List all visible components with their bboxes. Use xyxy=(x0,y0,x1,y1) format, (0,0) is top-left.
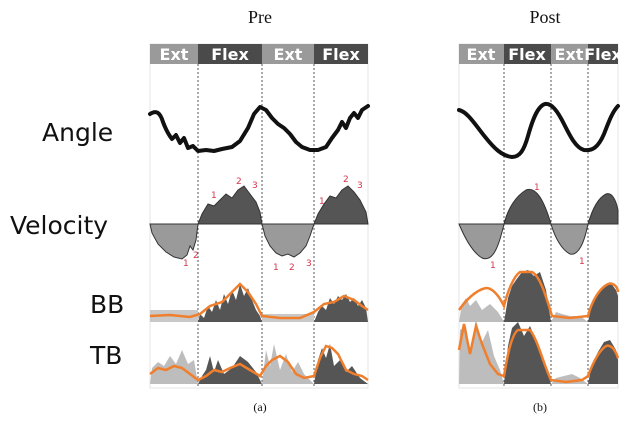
phase-label-pre-flex-2: Flex xyxy=(322,45,360,64)
row-label-angle: Angle xyxy=(42,118,113,147)
peak-label: 2 xyxy=(343,175,349,185)
peak-label: 2 xyxy=(193,251,199,261)
angle-trace-post xyxy=(457,101,620,159)
peak-label: 2 xyxy=(236,177,242,187)
row-label-tb: TB xyxy=(89,341,122,370)
phase-header-post-flex-2 xyxy=(588,44,618,64)
phase-label-post-flex-2: Flex xyxy=(584,45,622,64)
peak-label: 1 xyxy=(579,257,585,267)
peak-label: 1 xyxy=(490,261,496,271)
peak-label: 1 xyxy=(534,183,540,193)
peak-label: 3 xyxy=(357,181,363,191)
angle-trace-pre xyxy=(148,104,370,153)
row-label-velocity: Velocity xyxy=(10,211,108,240)
velocity-flex-fill-pre-2 xyxy=(313,185,369,225)
bb-emg-post xyxy=(457,270,620,322)
tb-emg-pre xyxy=(149,344,369,384)
velocity-ext-fill-pre-1 xyxy=(149,223,199,260)
peak-label: 3 xyxy=(252,181,258,191)
velocity-ext-fill-post-2 xyxy=(550,223,589,255)
peak-label: 2 xyxy=(289,263,295,273)
panel-pre: Ext Flex Ext Flex 1 2 1 2 3 1 2 3 1 2 3 xyxy=(148,43,370,389)
phase-header-post-ext-2 xyxy=(551,44,588,64)
phase-header-post-flex-1 xyxy=(504,44,551,64)
velocity-flex-fill-post-1 xyxy=(503,188,552,225)
velocity-flex-fill-post-2 xyxy=(587,193,619,225)
row-label-bb: BB xyxy=(90,290,124,319)
peak-label: 1 xyxy=(273,263,279,273)
panel-caption-post: (b) xyxy=(533,400,547,414)
bb-envelope-pre xyxy=(149,282,369,320)
peak-label: 1 xyxy=(183,259,189,269)
phase-label-post-ext-2: Ext xyxy=(555,45,584,64)
phase-label-post-ext-1: Ext xyxy=(467,45,496,64)
bb-emg-pre xyxy=(149,282,369,322)
phase-header-pre-ext-1 xyxy=(150,44,198,64)
phase-header-pre-flex-2 xyxy=(314,44,368,64)
phase-label-pre-ext-1: Ext xyxy=(160,45,189,64)
panel-post: Ext Flex Ext Flex 1 1 1 xyxy=(457,43,622,389)
velocity-ext-fill-pre-2 xyxy=(261,223,315,258)
panel-caption-pre: (a) xyxy=(253,400,266,414)
phase-header-pre-ext-2 xyxy=(262,44,314,64)
velocity-ext-fill-post-1 xyxy=(458,223,505,260)
phase-header-post-ext-1 xyxy=(459,44,504,64)
peak-label: 3 xyxy=(306,259,312,269)
phase-label-post-flex-1: Flex xyxy=(508,45,546,64)
phase-header-pre-flex-1 xyxy=(198,44,262,64)
phase-label-pre-ext-2: Ext xyxy=(274,45,303,64)
peak-label: 1 xyxy=(211,191,217,201)
tb-emg-post xyxy=(457,320,620,384)
panel-title-post: Post xyxy=(529,7,560,27)
bb-envelope-post xyxy=(457,270,620,320)
panel-title-pre: Pre xyxy=(248,7,272,27)
tb-envelope-post xyxy=(457,321,620,384)
peak-label: 1 xyxy=(319,197,325,207)
tb-envelope-pre xyxy=(149,344,369,382)
velocity-flex-fill-pre-1 xyxy=(197,185,263,225)
phase-label-pre-flex-1: Flex xyxy=(211,45,249,64)
